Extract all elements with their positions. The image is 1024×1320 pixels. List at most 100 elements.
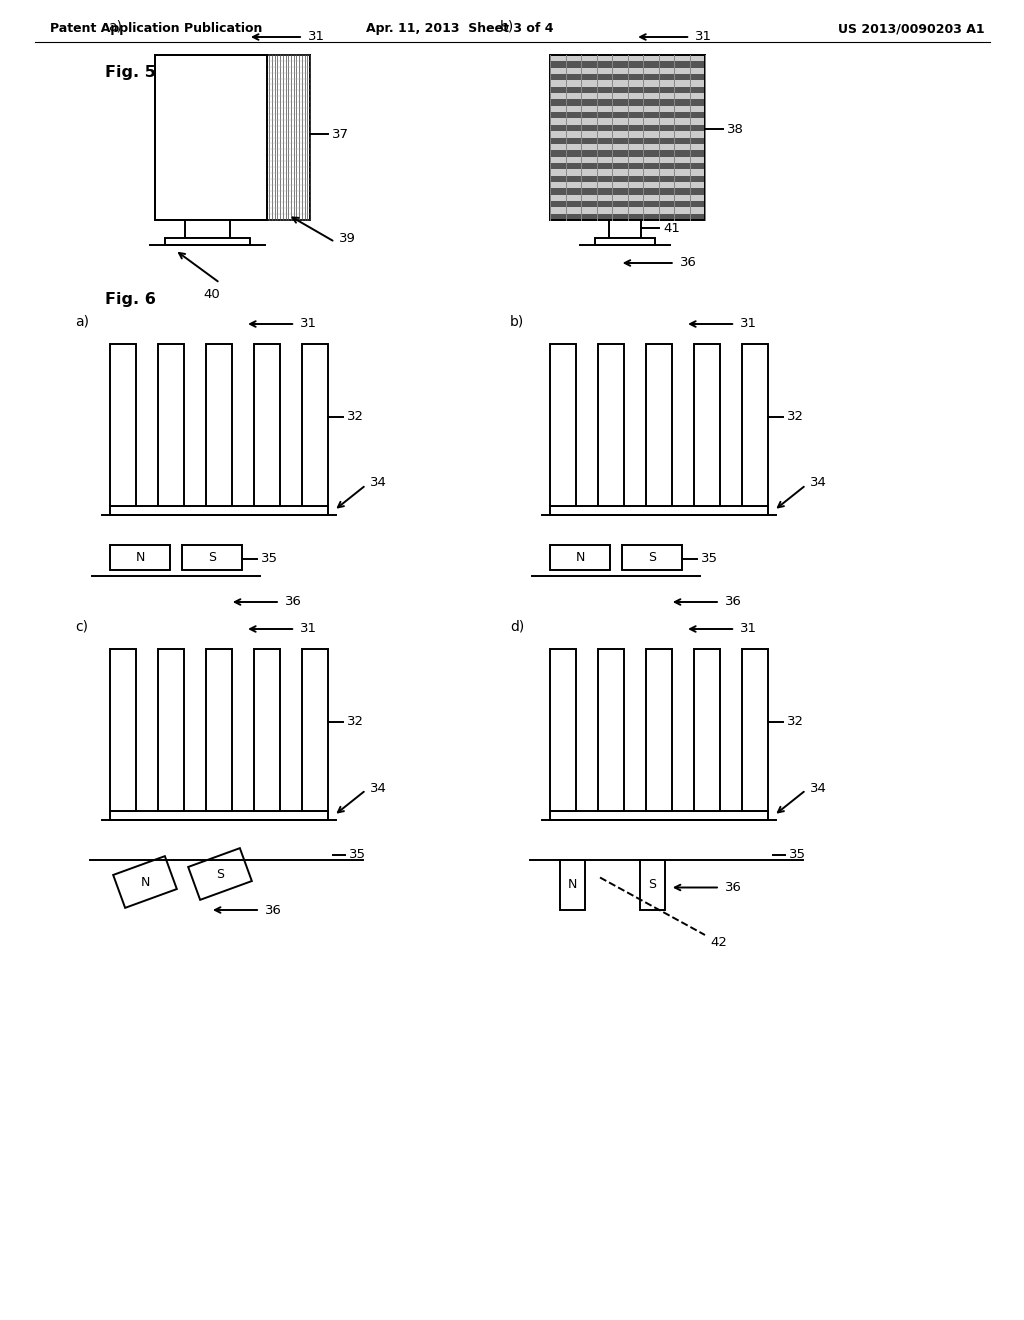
- Bar: [550, 810, 768, 820]
- Text: b): b): [510, 315, 524, 329]
- Bar: [640, 861, 665, 909]
- Bar: [550, 182, 705, 189]
- Bar: [254, 649, 280, 810]
- Bar: [550, 345, 575, 506]
- Text: 31: 31: [300, 623, 317, 635]
- Text: 34: 34: [810, 781, 826, 795]
- Bar: [110, 810, 328, 820]
- Bar: [302, 345, 328, 506]
- Bar: [550, 649, 575, 810]
- Bar: [550, 207, 705, 214]
- Text: 42: 42: [710, 936, 727, 949]
- Bar: [550, 106, 705, 112]
- Bar: [206, 649, 232, 810]
- Text: 41: 41: [663, 222, 680, 235]
- Text: b): b): [500, 20, 514, 34]
- Bar: [742, 345, 768, 506]
- Text: 36: 36: [680, 256, 696, 269]
- Bar: [595, 238, 655, 246]
- Bar: [158, 649, 184, 810]
- Bar: [550, 74, 705, 81]
- Text: d): d): [510, 620, 524, 634]
- Bar: [185, 220, 230, 238]
- Text: 31: 31: [740, 623, 757, 635]
- Bar: [550, 169, 705, 176]
- Bar: [110, 506, 328, 515]
- Bar: [155, 55, 310, 220]
- Bar: [550, 144, 705, 150]
- Text: 34: 34: [370, 477, 387, 490]
- Text: 36: 36: [285, 595, 302, 609]
- Bar: [550, 87, 705, 94]
- Bar: [155, 55, 310, 220]
- Text: 32: 32: [347, 411, 364, 424]
- Text: N: N: [140, 875, 150, 888]
- Text: 38: 38: [727, 123, 743, 136]
- Text: 32: 32: [787, 411, 804, 424]
- Bar: [694, 345, 720, 506]
- Text: Fig. 5: Fig. 5: [105, 65, 156, 81]
- Bar: [550, 189, 705, 194]
- Bar: [694, 649, 720, 810]
- Text: c): c): [75, 620, 88, 634]
- Text: 34: 34: [810, 477, 826, 490]
- Bar: [646, 345, 672, 506]
- Bar: [560, 861, 585, 909]
- Bar: [609, 220, 641, 238]
- Bar: [550, 99, 705, 106]
- Bar: [110, 345, 136, 506]
- Bar: [622, 545, 682, 570]
- Text: N: N: [575, 550, 585, 564]
- Text: Fig. 6: Fig. 6: [105, 292, 156, 308]
- Bar: [165, 238, 250, 246]
- Text: S: S: [216, 867, 224, 880]
- Text: 35: 35: [261, 552, 278, 565]
- Bar: [550, 67, 705, 74]
- Text: 36: 36: [725, 595, 741, 609]
- Bar: [188, 849, 252, 900]
- Text: 37: 37: [332, 128, 349, 141]
- Text: US 2013/0090203 A1: US 2013/0090203 A1: [839, 22, 985, 36]
- Bar: [114, 857, 177, 908]
- Bar: [550, 61, 705, 67]
- Bar: [550, 81, 705, 87]
- Text: 40: 40: [203, 289, 220, 301]
- Text: 35: 35: [349, 849, 366, 862]
- Bar: [550, 131, 705, 137]
- Bar: [550, 150, 705, 157]
- Bar: [550, 137, 705, 144]
- Bar: [598, 345, 624, 506]
- Bar: [110, 545, 170, 570]
- Bar: [550, 201, 705, 207]
- Bar: [550, 176, 705, 182]
- Bar: [742, 649, 768, 810]
- Bar: [598, 649, 624, 810]
- Text: a): a): [75, 315, 89, 329]
- Bar: [254, 345, 280, 506]
- Text: 34: 34: [370, 781, 387, 795]
- Bar: [302, 649, 328, 810]
- Text: 36: 36: [265, 903, 282, 916]
- Bar: [550, 162, 705, 169]
- Bar: [646, 649, 672, 810]
- Bar: [550, 194, 705, 201]
- Bar: [550, 94, 705, 99]
- Bar: [550, 125, 705, 131]
- Bar: [550, 119, 705, 125]
- Text: 36: 36: [725, 880, 741, 894]
- Bar: [550, 157, 705, 162]
- Text: S: S: [208, 550, 216, 564]
- Text: 35: 35: [790, 849, 806, 862]
- Text: 31: 31: [740, 318, 757, 330]
- Bar: [158, 345, 184, 506]
- Text: Patent Application Publication: Patent Application Publication: [50, 22, 262, 36]
- Text: 39: 39: [339, 231, 356, 244]
- Bar: [550, 545, 610, 570]
- Bar: [206, 345, 232, 506]
- Text: a): a): [108, 20, 122, 34]
- Text: 31: 31: [695, 30, 713, 44]
- Bar: [550, 214, 705, 220]
- Bar: [550, 55, 705, 220]
- Text: S: S: [648, 879, 656, 891]
- Bar: [110, 649, 136, 810]
